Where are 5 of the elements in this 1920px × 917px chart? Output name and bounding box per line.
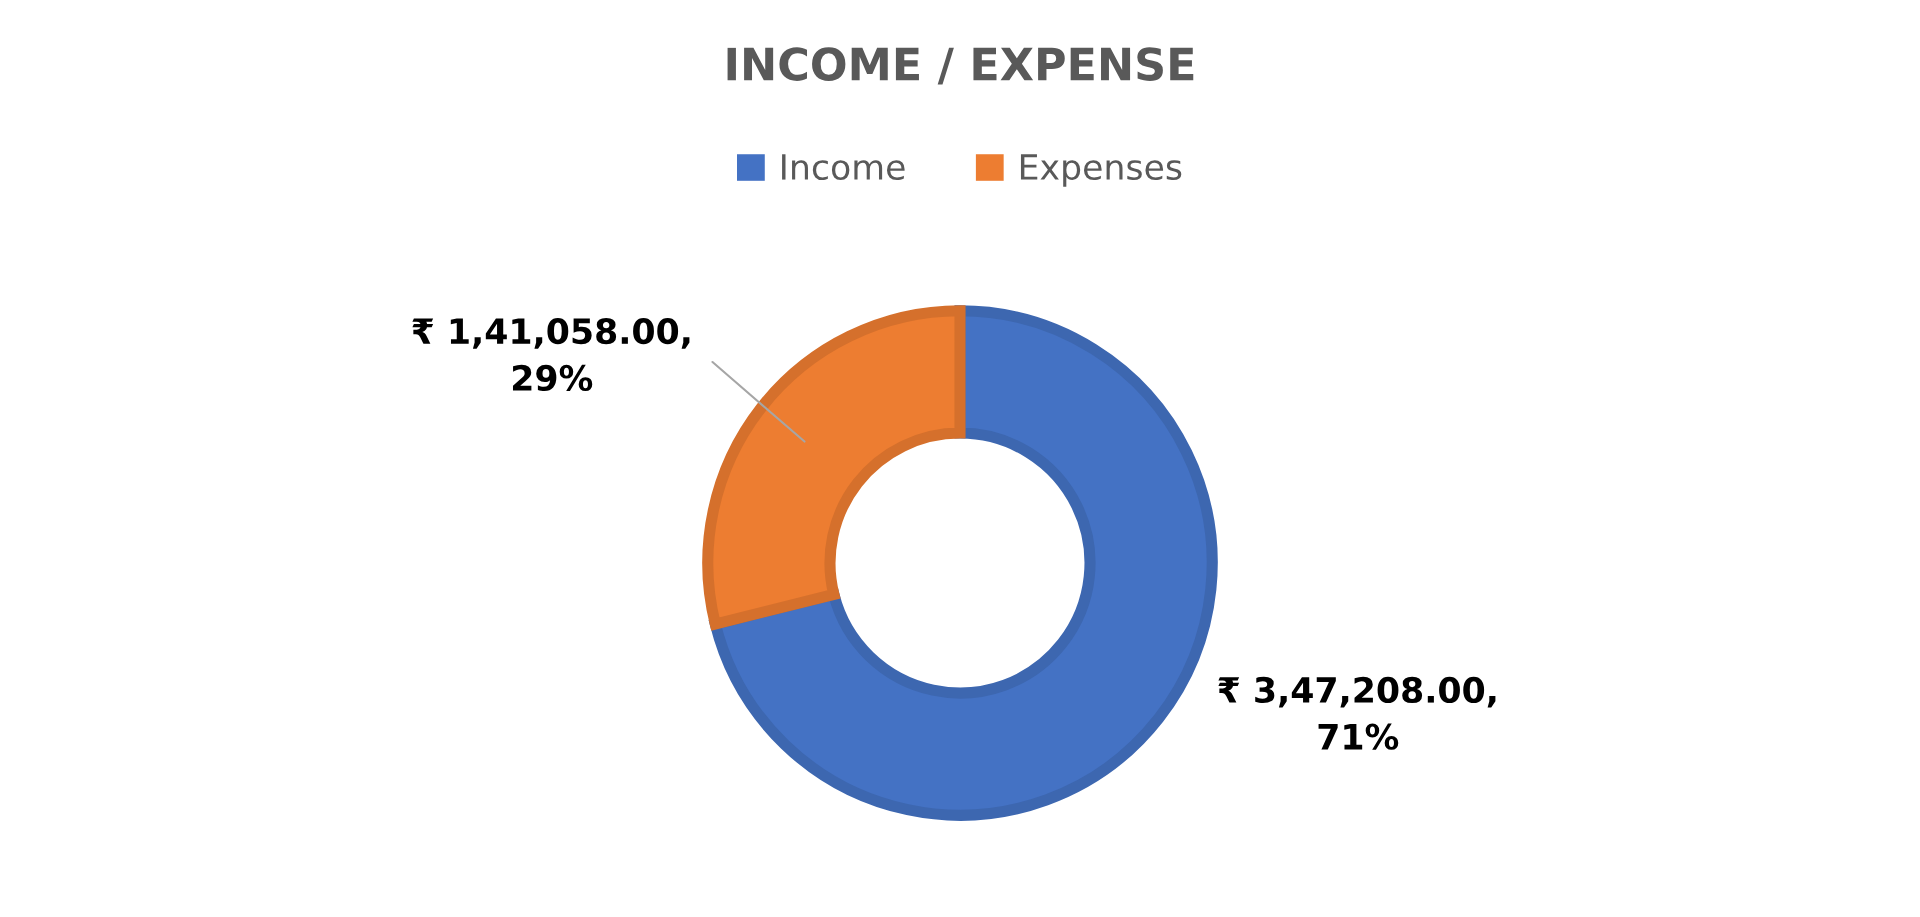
data-label: ₹ 3,47,208.00, 71% xyxy=(1218,676,1496,750)
chart-title: INCOME / EXPENSE xyxy=(727,47,1194,85)
legend-label: Income xyxy=(782,154,905,181)
data-label: ₹ 1,41,058.00, 29% xyxy=(412,318,690,392)
legend-label: Expenses xyxy=(1020,154,1182,187)
